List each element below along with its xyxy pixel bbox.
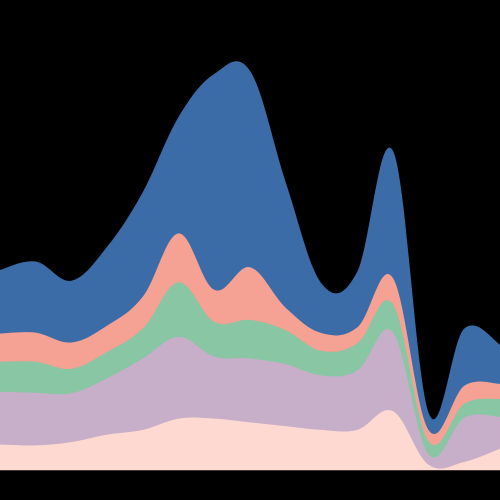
area-layers xyxy=(0,61,500,471)
